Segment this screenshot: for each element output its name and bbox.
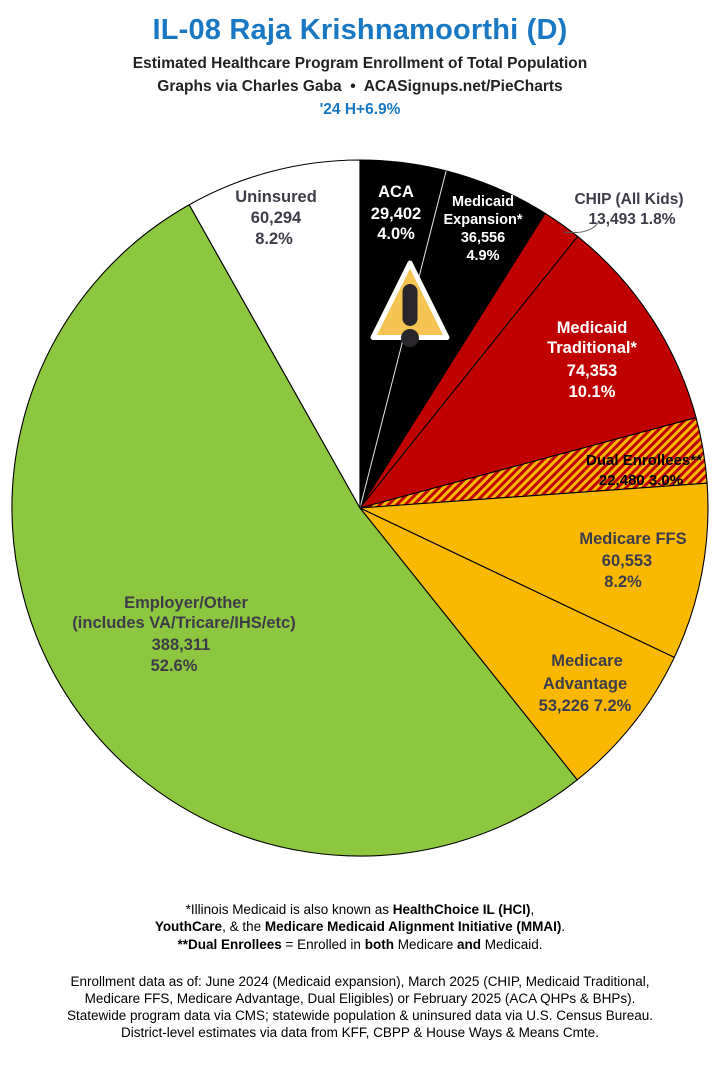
svg-text:8.2%: 8.2%	[255, 230, 293, 248]
svg-text:Uninsured: Uninsured	[235, 188, 317, 206]
svg-text:29,402: 29,402	[371, 205, 421, 223]
svg-text:Traditional*: Traditional*	[547, 339, 637, 357]
svg-text:CHIP (All Kids): CHIP (All Kids)	[574, 191, 683, 208]
svg-text:Employer/Other: Employer/Other	[124, 594, 248, 612]
svg-text:36,556: 36,556	[461, 230, 505, 246]
svg-text:8.2%: 8.2%	[604, 573, 642, 591]
svg-text:53,226 7.2%: 53,226 7.2%	[539, 697, 632, 715]
svg-text:(includes VA/Tricare/IHS/etc): (includes VA/Tricare/IHS/etc)	[72, 614, 295, 632]
svg-text:388,311: 388,311	[152, 636, 211, 654]
svg-text:Medicaid: Medicaid	[452, 194, 514, 210]
svg-text:4.9%: 4.9%	[466, 248, 499, 264]
svg-text:60,294: 60,294	[251, 209, 302, 227]
svg-text:Expansion*: Expansion*	[444, 212, 523, 228]
svg-text:Medicaid: Medicaid	[557, 319, 628, 337]
svg-text:74,353: 74,353	[567, 362, 617, 380]
svg-text:10.1%: 10.1%	[569, 383, 616, 401]
svg-text:4.0%: 4.0%	[377, 225, 415, 243]
svg-text:52.6%: 52.6%	[151, 657, 198, 675]
svg-text:ACA: ACA	[378, 183, 414, 201]
svg-text:22,480 3.0%: 22,480 3.0%	[599, 472, 683, 489]
svg-text:13,493 1.8%: 13,493 1.8%	[588, 211, 675, 228]
svg-text:60,553: 60,553	[602, 552, 652, 570]
svg-text:Advantage: Advantage	[543, 675, 627, 693]
svg-text:Dual Enrollees**: Dual Enrollees**	[586, 452, 702, 469]
svg-text:Medicare FFS: Medicare FFS	[579, 530, 686, 548]
svg-text:Medicare: Medicare	[551, 652, 623, 670]
